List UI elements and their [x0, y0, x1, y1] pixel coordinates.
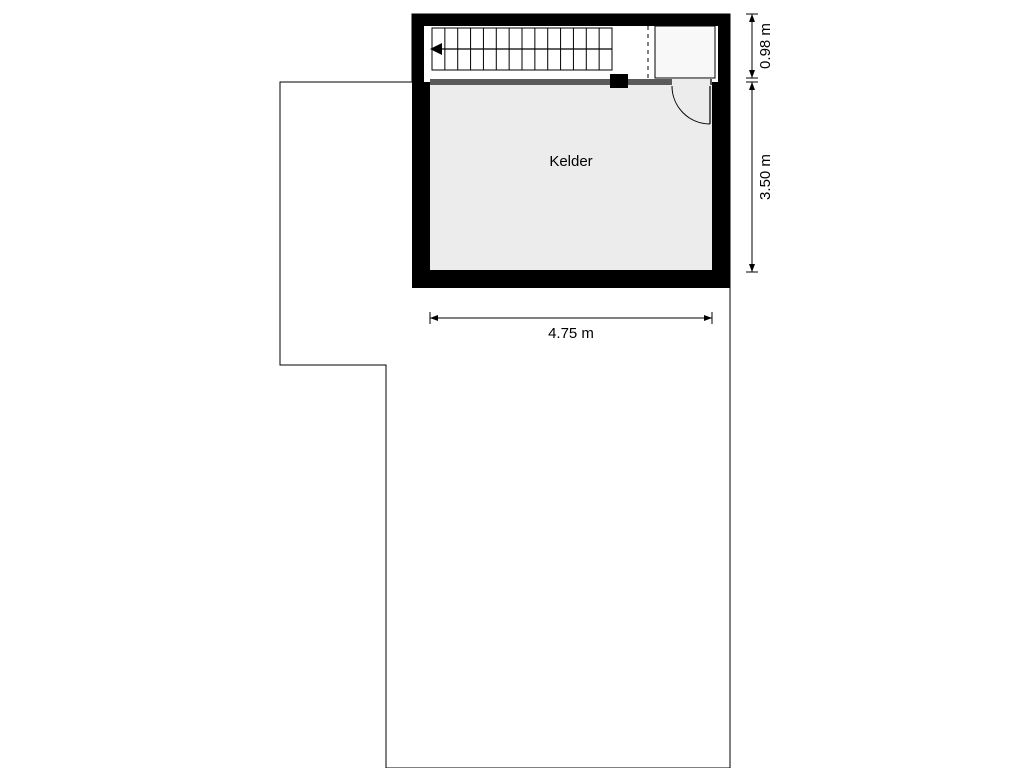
- stair-area: [412, 14, 730, 82]
- dimension-label: 4.75 m: [548, 325, 594, 342]
- room-kelder: [412, 74, 730, 288]
- dimension-horizontal: 4.75 m: [430, 312, 712, 342]
- dimension-vertical: 0.98 m: [746, 14, 774, 78]
- dimension-label: 0.98 m: [757, 23, 774, 69]
- stairs: [430, 28, 612, 70]
- room-label: Kelder: [549, 153, 592, 170]
- dimension-vertical: 3.50 m: [746, 82, 774, 272]
- dimension-label: 3.50 m: [757, 154, 774, 200]
- closet: [655, 26, 715, 78]
